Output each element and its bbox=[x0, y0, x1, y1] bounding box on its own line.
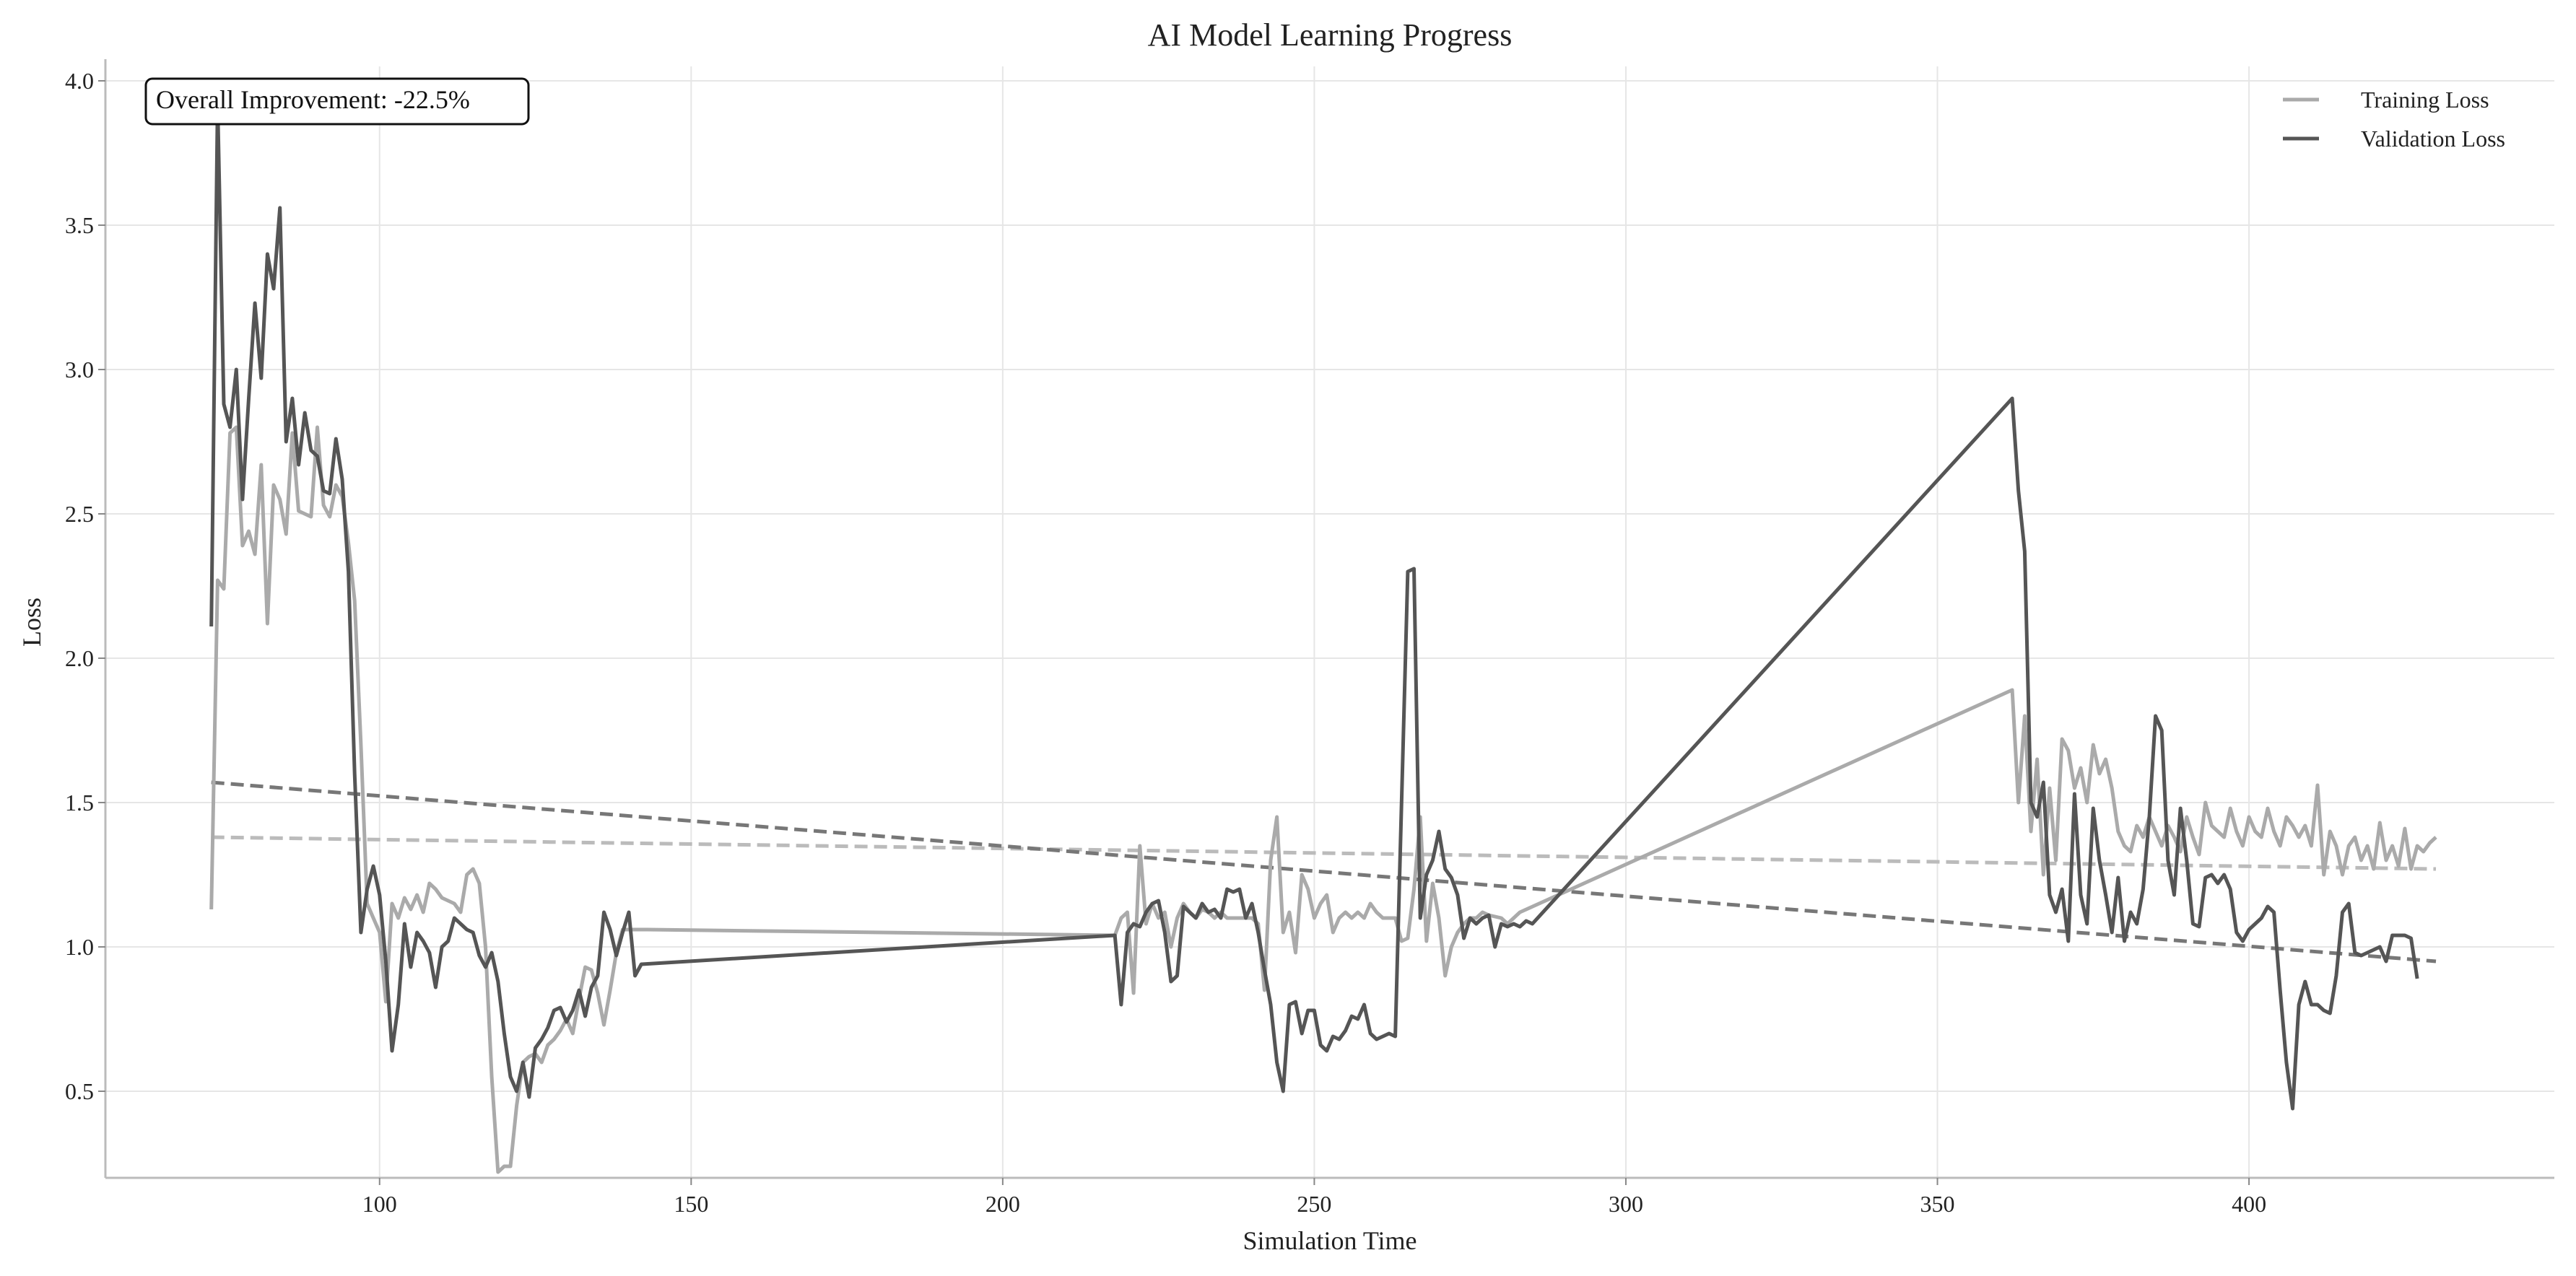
x-tick-label: 150 bbox=[674, 1191, 708, 1217]
grid bbox=[105, 66, 2554, 1178]
y-tick-label: 3.0 bbox=[65, 357, 94, 383]
x-tick-label: 350 bbox=[1920, 1191, 1955, 1217]
improvement-annotation: Overall Improvement: -22.5% bbox=[144, 77, 530, 126]
x-tick-label: 400 bbox=[2232, 1191, 2266, 1217]
x-tick-label: 200 bbox=[985, 1191, 1020, 1217]
y-axis-label: Loss bbox=[17, 598, 46, 647]
legend-label: Validation Loss bbox=[2361, 126, 2505, 152]
y-tick-label: 3.5 bbox=[65, 212, 94, 238]
x-tick-label: 250 bbox=[1297, 1191, 1331, 1217]
y-axis-ticks: 0.5 1.0 1.5 2.0 2.5 3.0 3.5 4.0 bbox=[65, 68, 105, 1104]
y-tick-label: 4.0 bbox=[65, 68, 94, 94]
x-tick-label: 100 bbox=[362, 1191, 397, 1217]
axes bbox=[104, 59, 2554, 1179]
y-tick-label: 2.5 bbox=[65, 501, 94, 527]
trend-line bbox=[211, 780, 2437, 963]
trend-line bbox=[211, 835, 2437, 871]
trend-lines bbox=[211, 780, 2437, 963]
legend: Training Loss Validation Loss bbox=[2283, 87, 2505, 152]
series-line bbox=[209, 99, 2419, 1111]
annotation-box bbox=[144, 77, 530, 126]
x-tick-label: 300 bbox=[1609, 1191, 1643, 1217]
annotation-text: Overall Improvement: -22.5% bbox=[156, 85, 470, 114]
y-tick-label: 2.0 bbox=[65, 645, 94, 671]
legend-label: Training Loss bbox=[2361, 87, 2489, 113]
y-tick-label: 0.5 bbox=[65, 1078, 94, 1104]
series-lines bbox=[209, 99, 2437, 1174]
series-line bbox=[209, 425, 2437, 1174]
y-tick-label: 1.5 bbox=[65, 790, 94, 816]
x-axis-ticks: 100 150 200 250 300 350 400 bbox=[362, 1178, 2266, 1217]
y-tick-label: 1.0 bbox=[65, 934, 94, 960]
x-axis-label: Simulation Time bbox=[1243, 1226, 1417, 1255]
chart-title: AI Model Learning Progress bbox=[1148, 17, 1513, 53]
